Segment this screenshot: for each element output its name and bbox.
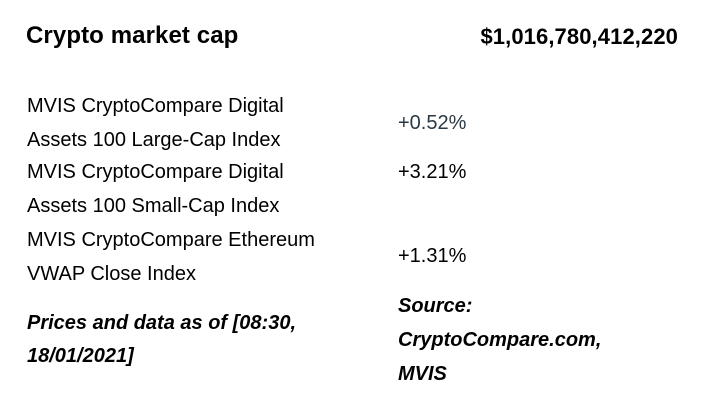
timestamp-line: 18/01/2021] bbox=[27, 345, 134, 367]
index-change: +3.21% bbox=[398, 161, 467, 183]
index-row: MVIS CryptoCompare Ethereum VWAP Close I… bbox=[0, 223, 716, 291]
index-name-line: Assets 100 Small-Cap Index bbox=[27, 195, 280, 217]
index-name: MVIS CryptoCompare Ethereum VWAP Close I… bbox=[27, 223, 382, 291]
widget-title: Crypto market cap bbox=[26, 22, 239, 49]
data-timestamp-note: Prices and data as of [08:30, 18/01/2021… bbox=[27, 307, 377, 373]
data-source-note: Source: CryptoCompare.com, MVIS bbox=[398, 289, 698, 391]
total-market-cap-value: $1,016,780,412,220 bbox=[480, 24, 678, 49]
index-change: +1.31% bbox=[398, 245, 467, 267]
index-name: MVIS CryptoCompare Digital Assets 100 La… bbox=[27, 89, 382, 157]
index-name-line: MVIS CryptoCompare Digital bbox=[27, 95, 284, 117]
index-name-line: Assets 100 Large-Cap Index bbox=[27, 129, 281, 151]
index-row: MVIS CryptoCompare Digital Assets 100 Sm… bbox=[0, 155, 716, 223]
index-row: MVIS CryptoCompare Digital Assets 100 La… bbox=[0, 89, 716, 157]
index-name-line: MVIS CryptoCompare Ethereum bbox=[27, 229, 315, 251]
index-change: +0.52% bbox=[398, 112, 467, 134]
timestamp-line: Prices and data as of [08:30, bbox=[27, 312, 297, 334]
index-name-line: MVIS CryptoCompare Digital bbox=[27, 161, 284, 183]
source-line: Source: bbox=[398, 295, 473, 317]
source-line: CryptoCompare.com, bbox=[398, 329, 602, 351]
source-line: MVIS bbox=[398, 363, 447, 385]
index-name: MVIS CryptoCompare Digital Assets 100 Sm… bbox=[27, 155, 382, 223]
index-name-line: VWAP Close Index bbox=[27, 263, 196, 285]
